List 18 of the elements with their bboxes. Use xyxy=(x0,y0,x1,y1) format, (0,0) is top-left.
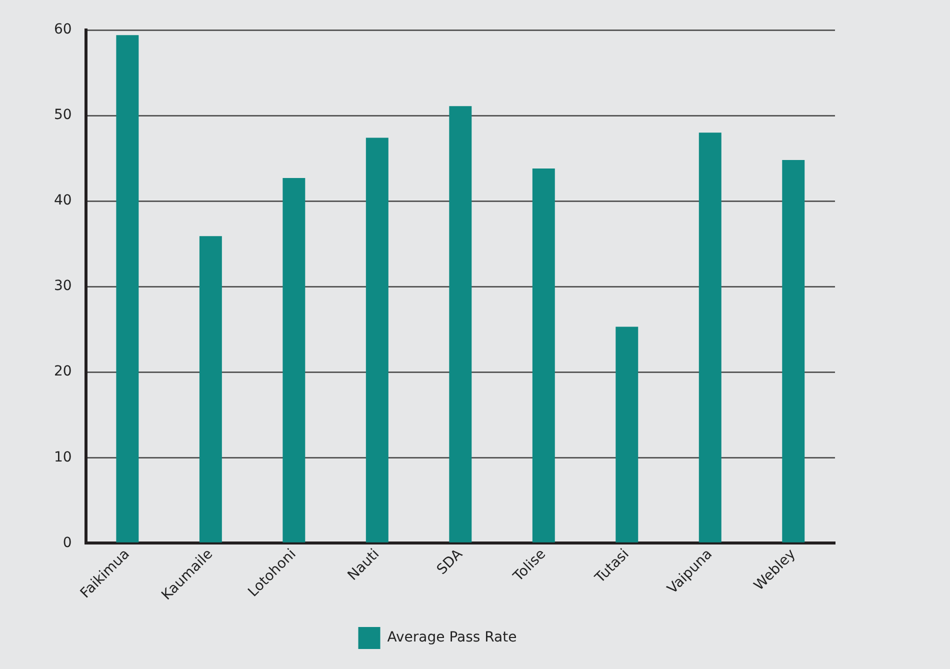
y-tick-label: 0 xyxy=(62,534,72,551)
y-tick-label: 50 xyxy=(54,107,72,124)
bar xyxy=(282,178,306,542)
y-tick-label: 20 xyxy=(54,364,72,380)
bar xyxy=(116,35,139,542)
y-tick-label: 60 xyxy=(54,22,72,38)
bar xyxy=(782,160,805,542)
legend-label: Average Pass Rate xyxy=(387,630,517,646)
bar xyxy=(366,138,388,542)
bar xyxy=(698,132,722,542)
y-tick-label: 10 xyxy=(54,449,72,466)
x-tick-label: SDA xyxy=(434,546,466,578)
bar xyxy=(449,106,472,542)
bar xyxy=(532,168,555,542)
y-tick-label: 30 xyxy=(54,278,72,294)
y-tick-label: 40 xyxy=(54,192,72,209)
bar xyxy=(199,236,222,542)
bar xyxy=(616,326,638,542)
